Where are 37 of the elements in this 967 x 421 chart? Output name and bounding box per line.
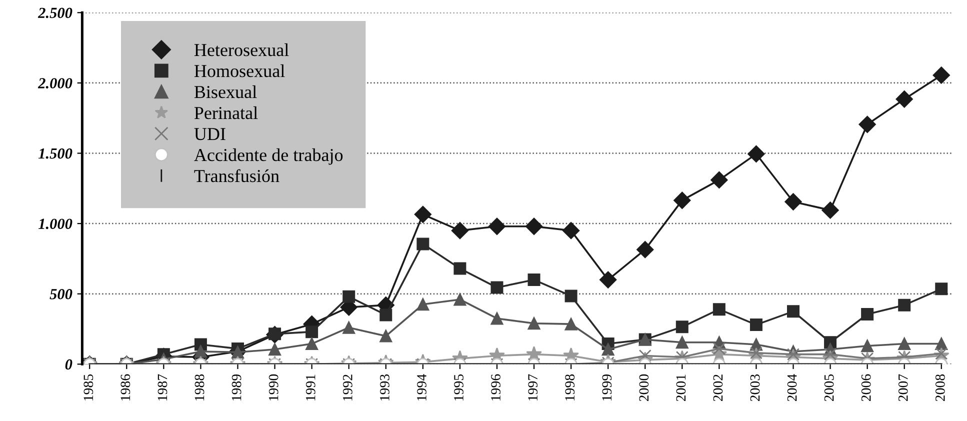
legend-label: Perinatal bbox=[194, 106, 258, 120]
x-tick-label: 2003 bbox=[750, 374, 760, 402]
legend-label: Accidente de trabajo bbox=[194, 148, 343, 165]
y-tick-label: 2.500 bbox=[38, 8, 72, 18]
x-tick-label: 1989 bbox=[232, 374, 242, 400]
legend-label: Bisexual bbox=[194, 85, 257, 98]
x-tick-label: 1991 bbox=[306, 374, 316, 400]
x-tick-label: 1993 bbox=[380, 374, 390, 400]
x-tick-label: 1996 bbox=[491, 374, 500, 400]
legend-label: UDI bbox=[194, 128, 226, 140]
y-tick-label: 1.500 bbox=[38, 148, 72, 159]
x-tick-label: 1987 bbox=[158, 374, 168, 400]
x-tick-label: 1988 bbox=[194, 374, 204, 400]
x-tick-label: 2001 bbox=[676, 374, 686, 402]
y-tick-label: 2.000 bbox=[38, 78, 72, 88]
legend-label: Heterosexual bbox=[194, 43, 289, 56]
x-tick-label: 2000 bbox=[639, 374, 649, 402]
x-tick-label: 2007 bbox=[898, 374, 908, 402]
x-tick-label: 1990 bbox=[268, 374, 278, 400]
x-tick-label: 1986 bbox=[120, 374, 130, 400]
x-tick-label: 2004 bbox=[787, 374, 797, 402]
y-tick-label: 0 bbox=[65, 359, 72, 370]
x-tick-label: 1994 bbox=[417, 374, 426, 400]
x-tick-label: 1995 bbox=[454, 374, 464, 400]
x-tick-label: 2008 bbox=[935, 374, 945, 402]
y-tick-label: 500 bbox=[50, 289, 72, 300]
x-tick-label: 1999 bbox=[602, 374, 612, 400]
legend-label: Homosexual bbox=[194, 64, 285, 78]
x-tick-label: 1985 bbox=[84, 374, 94, 400]
x-tick-label: 1992 bbox=[342, 374, 352, 400]
x-tick-label: 1998 bbox=[565, 374, 575, 400]
y-tick-label: 1.000 bbox=[38, 218, 72, 230]
x-tick-label: 1997 bbox=[528, 374, 538, 400]
x-tick-label: 2005 bbox=[824, 374, 834, 402]
x-tick-label: 2002 bbox=[713, 374, 723, 402]
x-tick-label: 2006 bbox=[861, 374, 871, 402]
legend-label: Transfusión bbox=[194, 169, 280, 182]
